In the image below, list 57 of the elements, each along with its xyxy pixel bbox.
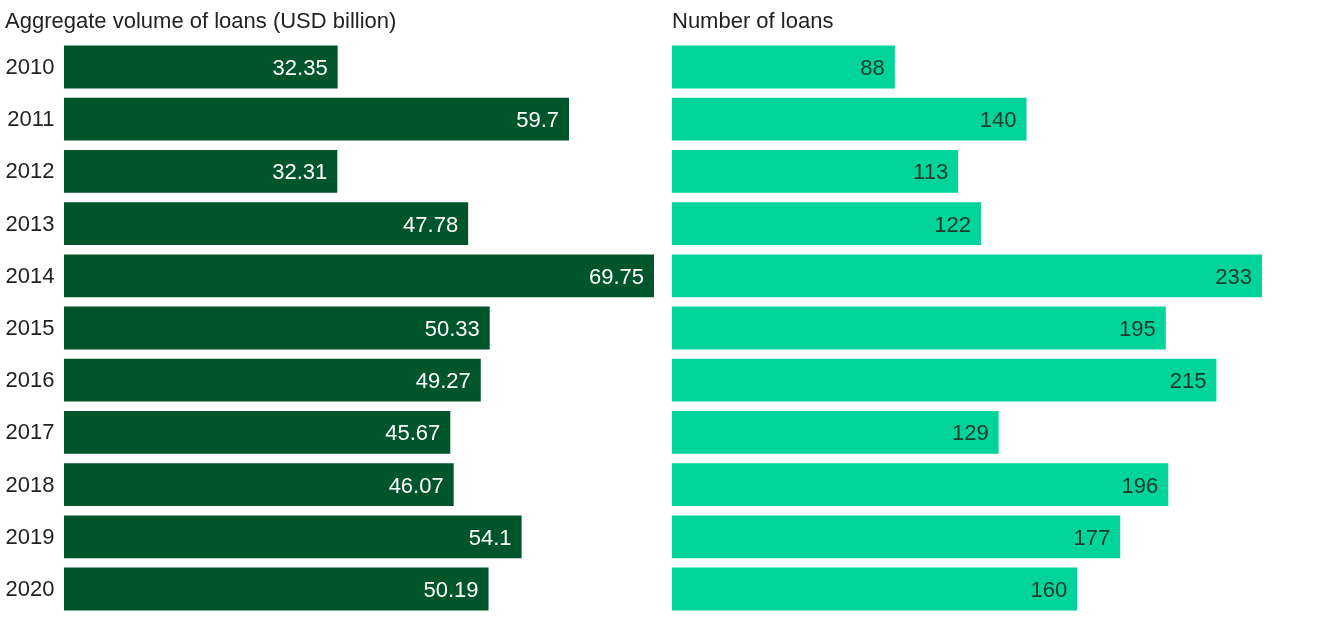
y-tick-label: 2018: [5, 471, 55, 497]
y-tick-label: 2014: [5, 262, 55, 288]
data-label: 32.35: [272, 55, 328, 81]
chart-title: Aggregate volume of loans (USD billion): [5, 8, 397, 33]
bar: [672, 150, 959, 193]
bar: [64, 463, 454, 506]
bar: [672, 306, 1166, 350]
data-label: 49.27: [415, 368, 471, 394]
data-label: 177: [1073, 524, 1111, 550]
bar: [64, 515, 522, 559]
data-label: 47.78: [403, 211, 459, 237]
data-label: 69.75: [588, 263, 644, 289]
data-label: 215: [1169, 368, 1207, 394]
bar: [64, 306, 490, 350]
data-label: 113: [913, 159, 949, 185]
data-label: 122: [934, 211, 971, 237]
y-tick-label: 2012: [5, 158, 55, 184]
y-tick-label: 2017: [5, 419, 55, 445]
y-tick-label: 2020: [5, 575, 55, 601]
bar: [672, 567, 1078, 611]
data-label: 46.07: [388, 472, 444, 498]
bar: [64, 358, 481, 402]
bar: [672, 254, 1262, 298]
data-label: 50.33: [424, 316, 480, 341]
data-label: 54.1: [468, 524, 512, 550]
bar: [672, 97, 1027, 141]
bar: [64, 45, 338, 89]
data-label: 160: [1030, 576, 1068, 602]
data-label: 140: [979, 107, 1017, 133]
y-tick-label: 2019: [5, 523, 55, 549]
bar: [64, 567, 489, 611]
bar: [672, 410, 999, 454]
bar: [672, 45, 895, 89]
data-label: 129: [951, 420, 989, 446]
bar: [672, 515, 1121, 559]
y-tick-label: 2013: [5, 210, 55, 236]
chart-title: Number of loans: [672, 8, 834, 33]
data-label: 32.31: [272, 159, 328, 185]
bar: [64, 150, 338, 193]
data-label: 50.19: [423, 576, 479, 602]
y-tick-label: 2011: [7, 106, 55, 132]
bar: [64, 202, 469, 246]
data-label: 45.67: [385, 420, 441, 446]
data-label: 195: [1119, 316, 1156, 341]
bar: [64, 254, 654, 298]
data-label: 59.7: [516, 107, 559, 133]
data-label: 196: [1121, 472, 1159, 498]
bar: [64, 410, 451, 454]
y-tick-label: 2016: [5, 367, 55, 393]
bar: [672, 358, 1217, 402]
bar: [672, 463, 1169, 506]
data-label: 233: [1215, 263, 1252, 289]
bar: [672, 202, 981, 246]
y-tick-label: 2010: [5, 54, 55, 80]
y-tick-label: 2015: [5, 315, 55, 340]
data-label: 88: [860, 55, 885, 81]
bar: [64, 97, 569, 141]
